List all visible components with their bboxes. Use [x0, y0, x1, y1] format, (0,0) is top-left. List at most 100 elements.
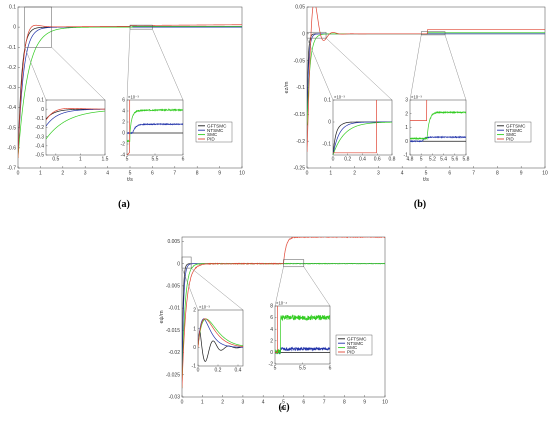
x-tick-label: 7 — [472, 171, 475, 177]
inset-axes — [409, 99, 467, 156]
y-tick-label: 0 — [13, 25, 16, 31]
x-tick-label: 7 — [323, 400, 326, 406]
x-tick-label: 10 — [542, 171, 548, 177]
x-tick-label: 5 — [425, 171, 428, 177]
legend-entry-ntsmc: NTSMC — [347, 341, 364, 346]
x-tick-label: 0.8 — [389, 157, 396, 163]
series-line-pid — [46, 108, 105, 121]
y-tick-label: 2 — [270, 338, 273, 344]
legend-entry-smc: SMC — [347, 345, 358, 350]
inset-1: 0 0.2 0.4 0.6 0.8 0.1 0 -0.1 ×10⁻³ — [322, 95, 396, 163]
x-tick-label: 0 — [197, 368, 200, 374]
x-tick-label: 2 — [61, 171, 64, 177]
x-tick-label: 2 — [221, 400, 224, 406]
x-tick-label: 1 — [329, 171, 332, 177]
legend-entry-pid: PID — [506, 137, 514, 142]
plot-area — [333, 100, 392, 155]
figure-caption: (a) — [118, 199, 130, 210]
zoom-region-box — [181, 256, 192, 269]
y-tick-label: 0.1 — [9, 5, 16, 11]
plot-area — [410, 100, 466, 143]
y-tick-label: -0.6 — [7, 145, 16, 151]
y-tick-label: -0.1 — [296, 85, 305, 91]
inset-exponent: ×10⁻³ — [199, 305, 210, 310]
y-tick-label: 1 — [405, 125, 408, 131]
zoom-region-box — [129, 24, 153, 30]
x-tick-label: 4 — [106, 171, 109, 177]
plot-area — [127, 100, 183, 155]
x-tick-label: 8 — [496, 171, 499, 177]
zoom-connector — [325, 37, 393, 101]
legend-entry-ntsmc: NTSMC — [506, 128, 523, 133]
y-tick-label: 0 — [41, 107, 44, 113]
y-tick-label: -0.1 — [322, 142, 331, 148]
y-tick-label: -0.03 — [169, 395, 181, 401]
y-tick-label: -0.2 — [35, 125, 44, 131]
y-tick-label: 0 — [302, 31, 305, 37]
series-line-pid — [410, 100, 428, 121]
x-tick-label: 5 — [274, 366, 277, 372]
zoom-region-box — [283, 259, 305, 268]
y-tick-label: 0.1 — [37, 98, 44, 104]
y-tick-label: 0 — [193, 345, 196, 351]
inset-2: 4.8 5 5.2 5.4 5.6 5.8 3 2 1 0 -1 ×10⁻³ — [404, 95, 470, 163]
zoom-connector — [24, 47, 47, 101]
plot-area — [198, 318, 243, 362]
series-line-ntsmc — [333, 121, 392, 155]
legend-entry-gftsmc: GFTSMC — [207, 123, 227, 128]
y-tick-label: -0.015 — [166, 328, 180, 334]
series-line-ntsmc — [198, 318, 243, 348]
y-tick-label: 0 — [328, 120, 331, 126]
inset-exponent: ×10⁻⁴ — [276, 301, 287, 306]
y-tick-label: -0.25 — [294, 166, 306, 172]
y-tick-label: 1 — [193, 326, 196, 332]
x-tick-label: 3 — [84, 171, 87, 177]
plot-area — [46, 108, 105, 140]
legend-entry-smc: SMC — [506, 132, 517, 137]
x-tick-label: 5.2 — [429, 157, 436, 163]
x-tick-label: 5 — [129, 171, 132, 177]
x-tick-label: 3 — [377, 171, 380, 177]
x-tick-label: 4 — [262, 400, 265, 406]
y-tick-label: -1 — [404, 153, 409, 159]
series-line-ntsmc — [127, 122, 183, 135]
zoom-region-box — [420, 31, 446, 36]
y-tick-label: -0.3 — [7, 85, 16, 91]
zoom-connector — [152, 29, 184, 101]
x-tick-label: 6 — [182, 157, 185, 163]
inset-2: 5 5.5 6 8 6 4 2 0 -2 ×10⁻⁴ — [269, 301, 332, 372]
y-tick-label: -0.1 — [7, 45, 16, 51]
figure-caption: (c) — [278, 402, 289, 413]
zoom-connector — [181, 268, 199, 311]
zoom-connector — [51, 47, 106, 101]
x-tick-label: 0.5 — [52, 157, 59, 163]
x-tick-label: 10 — [382, 400, 388, 406]
y-tick-label: -0.5 — [7, 125, 16, 131]
x-tick-label: 5 — [282, 400, 285, 406]
chart-a: 0 1 2 3 4 5 6 7 8 9 100.10-0.1-0.2-0.3-0.4-0.5-0.6… — [0, 5, 245, 210]
inset-2: 5 5.5 6 6 4 2 0 -2 -4 ×10⁻³ — [121, 95, 185, 163]
series-line-pid — [333, 100, 377, 154]
x-tick-label: 0.2 — [344, 157, 351, 163]
legend-entry-gftsmc: GFTSMC — [506, 123, 526, 128]
x-tick-label: 5.5 — [152, 157, 159, 163]
y-tick-label: -0.5 — [35, 153, 44, 159]
x-tick-label: 1 — [39, 171, 42, 177]
x-tick-label: 4.8 — [407, 157, 414, 163]
x-tick-label: 6 — [151, 171, 154, 177]
x-tick-label: 5 — [126, 157, 129, 163]
y-axis-label: eψ/m — [159, 310, 165, 324]
zoom-connector — [303, 266, 331, 307]
series-line-smc — [46, 110, 105, 140]
series-line-ntsmc — [410, 135, 466, 143]
y-tick-label: -0.4 — [7, 105, 16, 111]
zoom-connector — [126, 29, 131, 101]
x-tick-label: 9 — [520, 171, 523, 177]
zoom-connector — [306, 38, 334, 101]
legend-entry-gftsmc: GFTSMC — [347, 336, 367, 341]
series-line-smc — [410, 110, 466, 141]
x-tick-label: 5.5 — [299, 366, 306, 372]
series-line-ntsmc — [46, 108, 105, 127]
